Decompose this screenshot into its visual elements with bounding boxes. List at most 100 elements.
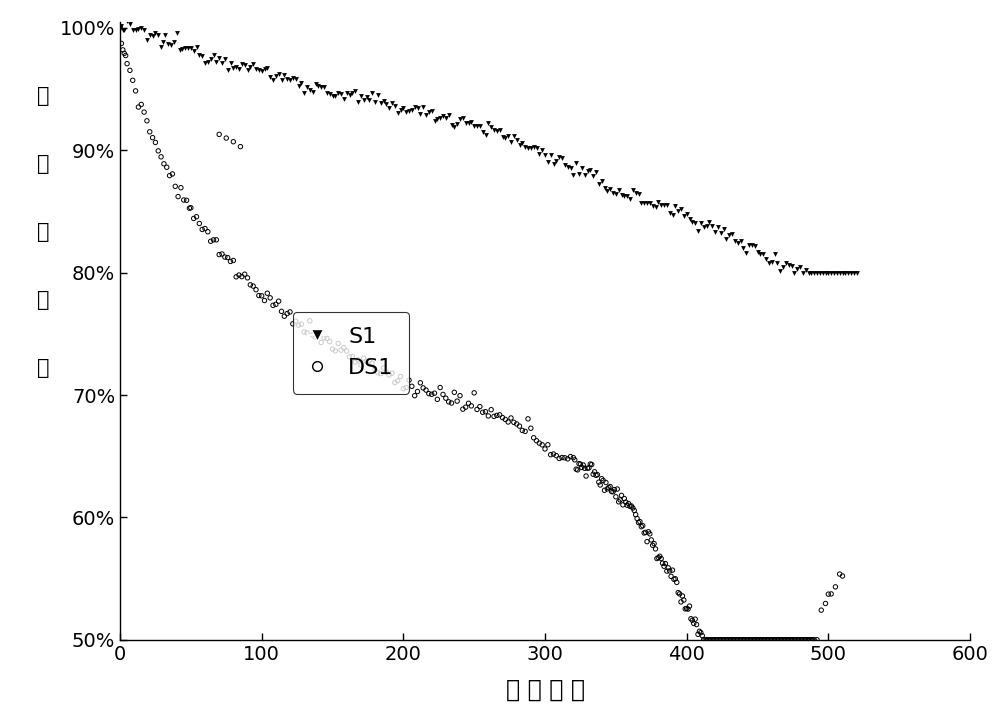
S1 [293,78,309,89]
S1 [551,152,567,164]
DS1 [571,458,587,470]
S1 [356,95,372,106]
S1 [441,110,457,121]
DS1 [639,536,655,547]
Point [218,132,234,144]
DS1 [748,634,764,646]
S1 [492,124,508,135]
DS1 [142,126,158,137]
DS1 [704,634,720,646]
DS1 [781,634,797,646]
DS1 [554,451,570,463]
S1 [696,221,712,233]
S1 [424,105,440,116]
S1 [608,188,624,200]
DS1 [575,459,591,471]
DS1 [472,401,488,412]
S1 [458,117,474,129]
DS1 [194,224,210,236]
S1 [254,65,270,77]
DS1 [775,634,791,646]
DS1 [254,290,270,302]
S1 [432,112,448,124]
DS1 [687,614,703,625]
S1 [747,241,763,252]
S1 [546,158,562,170]
DS1 [765,634,781,646]
S1 [150,30,166,41]
S1 [775,261,791,273]
DS1 [557,452,573,464]
S1 [537,149,553,161]
DS1 [376,362,392,374]
DS1 [162,170,178,182]
S1 [837,267,853,278]
DS1 [718,634,734,646]
DS1 [452,390,468,401]
S1 [798,264,814,276]
DS1 [663,571,679,582]
DS1 [511,420,528,432]
DS1 [578,470,594,482]
DS1 [657,558,673,569]
DS1 [159,161,175,173]
S1 [113,20,129,32]
S1 [455,113,471,124]
S1 [211,52,227,64]
DS1 [350,354,366,366]
S1 [741,239,757,251]
DS1 [112,21,128,33]
S1 [197,57,213,69]
DS1 [191,217,207,229]
S1 [664,209,680,221]
Point [232,141,248,153]
DS1 [669,577,685,588]
S1 [781,260,797,271]
DS1 [694,630,710,641]
DS1 [755,634,771,646]
DS1 [774,634,790,646]
S1 [319,87,335,99]
DS1 [782,634,798,646]
S1 [446,121,462,133]
S1 [133,23,149,34]
S1 [373,97,389,109]
DS1 [421,387,437,399]
S1 [478,129,494,141]
DS1 [818,598,834,609]
S1 [469,120,485,132]
S1 [316,81,332,92]
S1 [716,223,732,235]
DS1 [619,499,635,511]
S1 [693,217,709,229]
S1 [846,267,862,278]
DS1 [308,332,324,343]
S1 [631,188,647,200]
DS1 [565,451,581,463]
DS1 [766,634,782,646]
DS1 [208,234,224,246]
S1 [376,95,392,107]
DS1 [316,332,332,344]
DS1 [322,336,338,348]
S1 [387,100,403,111]
S1 [412,108,428,120]
S1 [276,69,292,81]
S1 [480,118,496,129]
DS1 [486,411,502,422]
S1 [673,204,689,215]
DS1 [691,625,707,637]
DS1 [650,552,666,563]
S1 [568,157,584,169]
S1 [582,164,598,176]
S1 [528,142,544,154]
S1 [594,175,610,187]
S1 [653,199,669,211]
DS1 [778,634,794,646]
S1 [237,59,253,71]
S1 [415,101,431,113]
DS1 [460,398,477,409]
S1 [495,132,511,143]
S1 [139,33,155,45]
S1 [761,257,777,269]
